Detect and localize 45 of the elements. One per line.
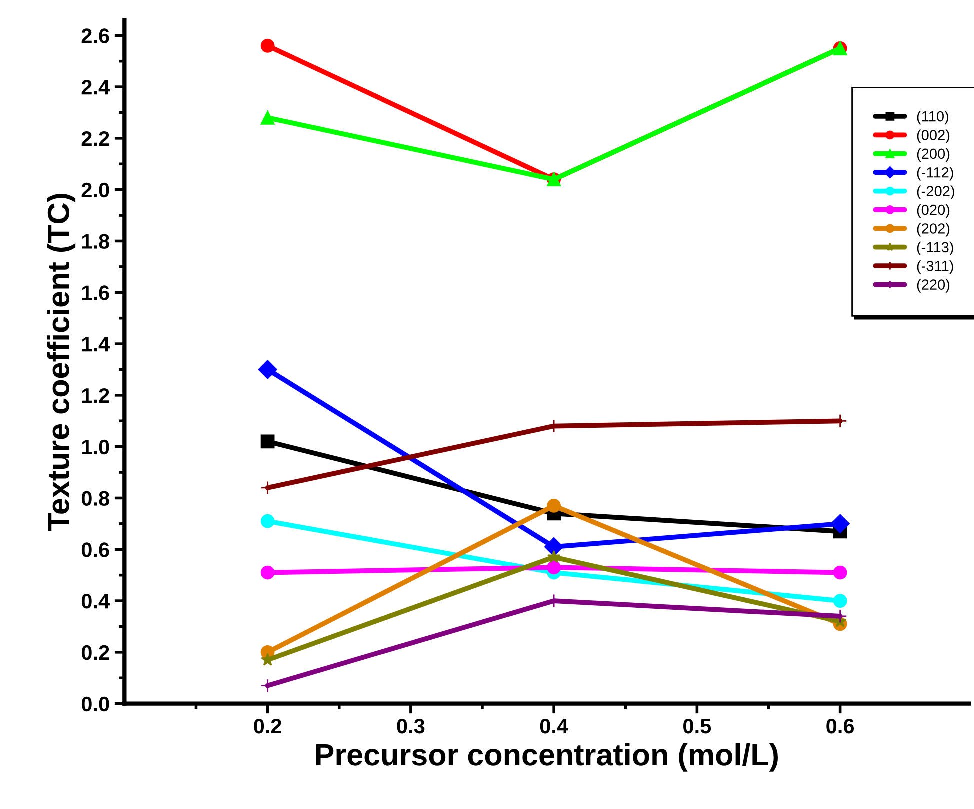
legend-label: (200) (917, 148, 950, 162)
legend-label: (020) (917, 204, 950, 218)
point (261, 653, 274, 666)
legend-label: (202) (917, 223, 950, 237)
x-tick-label: 0.4 (540, 718, 568, 734)
legend-label: (220) (917, 279, 950, 293)
point (833, 594, 848, 608)
point (547, 499, 561, 513)
y-tick-label: 1.4 (82, 337, 110, 352)
x-axis-title: Precursor concentration (mol/L) (316, 743, 778, 772)
point (547, 550, 561, 564)
y-tick-label: 1.0 (82, 440, 110, 455)
point (833, 566, 848, 580)
x-tick-label: 0.3 (397, 718, 425, 734)
point (260, 38, 275, 53)
legend-label: (-113) (917, 242, 954, 256)
y-tick-label: 2.2 (82, 131, 110, 146)
point (260, 566, 275, 580)
y-tick-label: 0.2 (82, 645, 110, 660)
y-tick-label: 2.0 (82, 182, 110, 198)
y-tick-label: 0.0 (82, 696, 110, 712)
y-tick-label: 1.2 (82, 388, 110, 403)
point (258, 360, 278, 380)
y-tick-label: 0.8 (82, 491, 110, 506)
x-tick-label: 0.5 (684, 718, 712, 734)
point (260, 434, 275, 449)
y-tick-label: 0.6 (82, 542, 110, 558)
legend-label: (-202) (917, 186, 954, 200)
x-tick-label: 0.6 (826, 718, 854, 734)
legend-label: (-311) (917, 260, 954, 274)
y-axis-title: Texture coefficient (TC) (47, 194, 76, 532)
y-tick-label: 0.4 (82, 594, 110, 609)
legend-label: (110) (917, 111, 949, 125)
point (544, 538, 564, 557)
legend-label: (002) (917, 130, 950, 144)
legend-label: (-112) (917, 167, 954, 181)
y-tick-label: 1.6 (82, 286, 110, 300)
x-tick-label: 0.2 (254, 718, 282, 734)
point (830, 514, 850, 534)
point (260, 110, 275, 125)
point (547, 560, 561, 575)
point (260, 514, 275, 528)
y-tick-label: 2.6 (82, 28, 110, 44)
y-tick-label: 1.8 (82, 234, 110, 249)
y-tick-label: 2.4 (82, 80, 110, 95)
